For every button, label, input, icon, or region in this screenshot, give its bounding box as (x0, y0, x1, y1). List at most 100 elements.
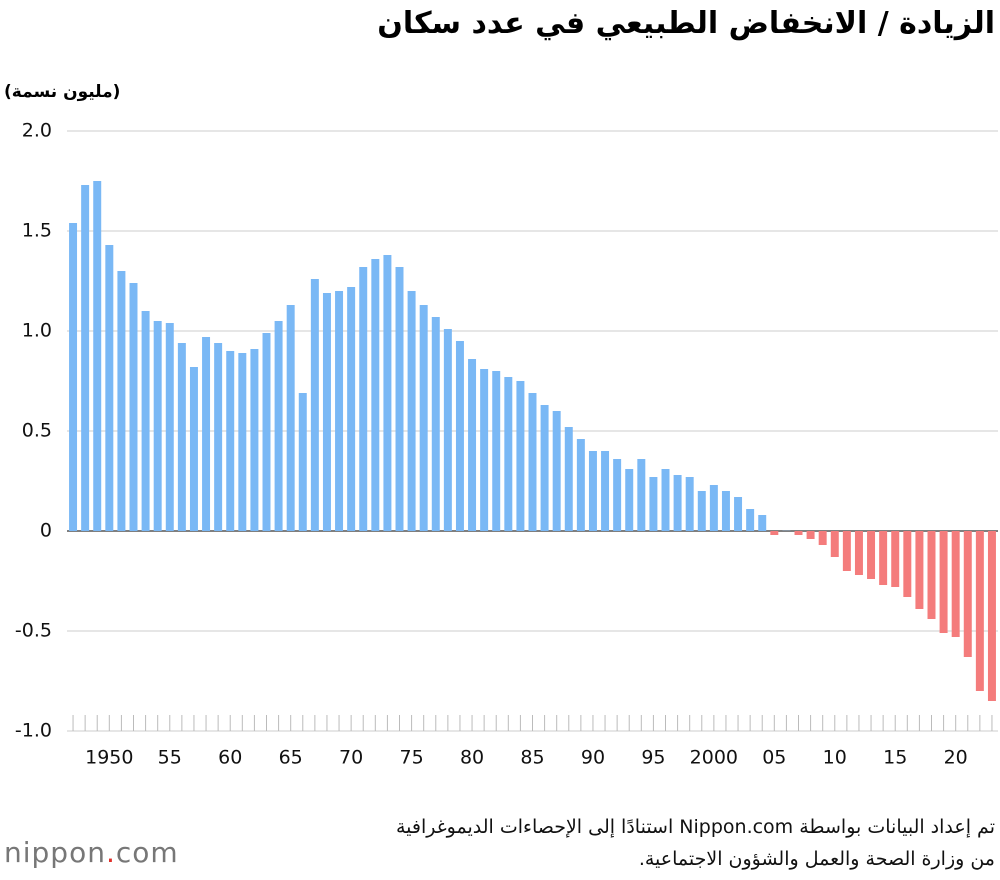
y-tick-label: 1.5 (22, 220, 52, 242)
x-tick-label: 1950 (85, 747, 133, 769)
bar (734, 497, 743, 531)
bar (468, 359, 477, 531)
bar (81, 185, 90, 531)
y-tick-label: -1.0 (15, 720, 52, 742)
bar (431, 317, 440, 531)
logo: nippon.com (4, 836, 179, 869)
bar (395, 267, 404, 531)
bar (189, 367, 198, 531)
y-tick-label: 0 (40, 520, 52, 542)
bar (806, 531, 815, 539)
bar (383, 255, 392, 531)
bar (830, 531, 839, 557)
bar (93, 181, 102, 531)
bar (347, 287, 356, 531)
y-tick-label: 2.0 (22, 120, 52, 142)
bar (794, 531, 803, 535)
bar (625, 469, 634, 531)
bar (915, 531, 924, 609)
bar (310, 279, 319, 531)
bar (528, 393, 537, 531)
bar (975, 531, 984, 691)
x-tick-label: 10 (823, 747, 847, 769)
bar (770, 531, 779, 535)
logo-suffix: com (115, 836, 179, 869)
bar (419, 305, 428, 531)
source-line: من وزارة الصحة والعمل والشؤون الاجتماعية… (638, 848, 995, 870)
bar (202, 337, 211, 531)
bar (818, 531, 827, 545)
bar (867, 531, 876, 579)
x-tick-label: 90 (581, 747, 605, 769)
bar (842, 531, 851, 571)
bar (69, 223, 78, 531)
bar (673, 475, 682, 531)
bar (613, 459, 622, 531)
bar (105, 245, 114, 531)
bar (262, 333, 271, 531)
bar (407, 291, 416, 531)
x-tick-label: 85 (520, 747, 544, 769)
x-tick-label: 80 (460, 747, 484, 769)
bar (601, 451, 610, 531)
bar (685, 477, 694, 531)
bar (165, 323, 174, 531)
bar (492, 371, 501, 531)
bar (903, 531, 912, 597)
bar (963, 531, 972, 657)
bar (637, 459, 646, 531)
bar (697, 491, 706, 531)
bar (879, 531, 888, 585)
bar (335, 291, 344, 531)
bar (359, 267, 368, 531)
x-tick-label: 55 (158, 747, 182, 769)
x-tick-label: 95 (641, 747, 665, 769)
bar (226, 351, 235, 531)
chart-title: الزيادة / الانخفاض الطبيعي في عدد سكان (377, 6, 995, 41)
bar (758, 515, 767, 531)
x-tick-label: 60 (218, 747, 242, 769)
bar (540, 405, 549, 531)
bar (709, 485, 718, 531)
y-tick-label: 1.0 (22, 320, 52, 342)
bar (504, 377, 513, 531)
logo-name: nippon (4, 836, 106, 869)
bar (552, 411, 561, 531)
y-axis-label: (مليون نسمة) (4, 82, 121, 102)
bar (238, 353, 247, 531)
x-tick-label: 20 (944, 747, 968, 769)
bar (891, 531, 900, 587)
bar (480, 369, 489, 531)
bar (286, 305, 295, 531)
bar (214, 343, 223, 531)
bar (576, 439, 585, 531)
bar (455, 341, 464, 531)
bar (117, 271, 126, 531)
bar (564, 427, 573, 531)
x-tick-label: 05 (762, 747, 786, 769)
bar (927, 531, 936, 619)
bar (721, 491, 730, 531)
bar (141, 311, 150, 531)
x-tick-label: 15 (883, 747, 907, 769)
bar (516, 381, 525, 531)
logo-dot: . (105, 836, 116, 869)
bar (153, 321, 162, 531)
bar (443, 329, 452, 531)
bar (854, 531, 863, 575)
bar (298, 393, 307, 531)
bar (177, 343, 186, 531)
bar (371, 259, 380, 531)
bar (746, 509, 755, 531)
x-tick-label: 75 (399, 747, 423, 769)
bar (951, 531, 960, 637)
bar (588, 451, 597, 531)
bar (987, 531, 996, 701)
bar (129, 283, 138, 531)
bar (250, 349, 259, 531)
bar (274, 321, 283, 531)
x-tick-label: 70 (339, 747, 363, 769)
bar (939, 531, 948, 633)
